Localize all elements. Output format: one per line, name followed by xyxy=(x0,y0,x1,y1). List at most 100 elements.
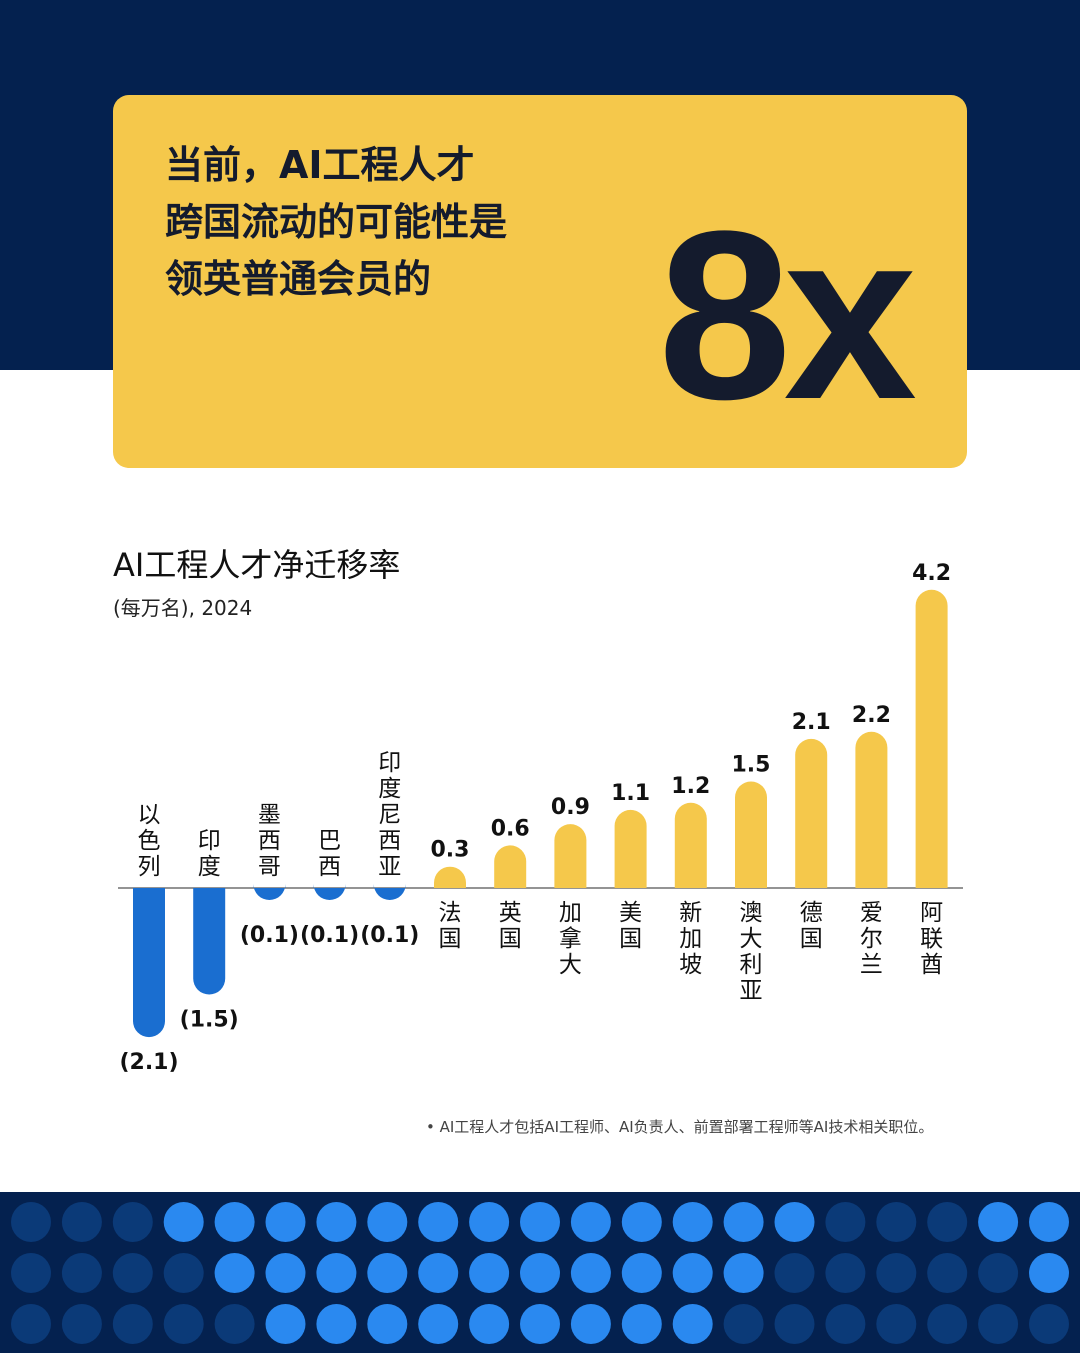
pattern-dot xyxy=(163,1253,204,1293)
dot-pattern xyxy=(0,1192,1080,1353)
bar xyxy=(313,884,346,900)
category-label: 阿 xyxy=(920,900,943,926)
value-label: 2.1 xyxy=(792,710,831,735)
category-label: 德 xyxy=(800,900,823,926)
category-label: 度 xyxy=(198,854,221,880)
pattern-dot xyxy=(1029,1253,1069,1293)
value-label: 2.2 xyxy=(852,703,891,728)
pattern-dot xyxy=(112,1202,153,1242)
bar xyxy=(614,809,647,888)
value-label: (0.1) xyxy=(240,923,299,948)
chart-subtitle: (每万名), 2024 xyxy=(113,596,253,620)
category-label: 新 xyxy=(679,900,702,926)
pattern-dot xyxy=(1029,1304,1069,1344)
headline-line: 跨国流动的可能性是 xyxy=(165,200,508,244)
pattern-dot xyxy=(61,1202,102,1242)
pattern-dot xyxy=(469,1304,510,1344)
pattern-dot xyxy=(927,1202,968,1242)
value-label: (2.1) xyxy=(119,1050,178,1075)
pattern-dot xyxy=(723,1304,764,1344)
pattern-dot xyxy=(367,1202,408,1242)
category-label: 拿 xyxy=(559,925,582,952)
value-label: 4.2 xyxy=(912,561,951,586)
category-label: 加 xyxy=(679,926,702,952)
category-label: 国 xyxy=(800,926,823,952)
value-label: (0.1) xyxy=(300,923,359,948)
pattern-dot xyxy=(621,1253,662,1293)
category-label: 尼 xyxy=(378,802,401,828)
category-label: 西 xyxy=(318,854,341,880)
category-label: 印 xyxy=(378,750,401,776)
category-label: 美 xyxy=(619,900,642,926)
pattern-dot xyxy=(774,1253,815,1293)
category-label: 国 xyxy=(619,926,642,952)
pattern-dot xyxy=(520,1304,560,1344)
bar xyxy=(554,824,587,888)
pattern-dot xyxy=(418,1202,459,1242)
pattern-dot xyxy=(163,1202,204,1242)
pattern-dot xyxy=(469,1253,510,1293)
pattern-dot xyxy=(672,1304,713,1344)
category-label: 墨 xyxy=(258,802,281,828)
pattern-dot xyxy=(112,1304,153,1344)
bar xyxy=(434,866,466,888)
category-label: 大 xyxy=(740,926,763,952)
pattern-dot xyxy=(723,1253,764,1293)
pattern-dot xyxy=(672,1202,713,1242)
value-label: (0.1) xyxy=(360,923,419,948)
pattern-dot xyxy=(367,1253,408,1293)
category-label: 大 xyxy=(559,952,582,978)
bar xyxy=(193,888,226,995)
category-label: 以 xyxy=(138,802,161,828)
pattern-dot xyxy=(978,1253,1019,1293)
pattern-dot xyxy=(774,1304,815,1344)
pattern-dot xyxy=(876,1202,917,1242)
pattern-dot xyxy=(978,1202,1019,1242)
category-label: 爱 xyxy=(860,900,883,926)
pattern-dot xyxy=(316,1253,357,1293)
pattern-dot xyxy=(723,1202,764,1242)
bar xyxy=(133,888,165,1038)
category-label: 法 xyxy=(439,900,462,926)
pattern-dot xyxy=(316,1202,357,1242)
pattern-dot xyxy=(978,1304,1019,1344)
pattern-dot xyxy=(621,1304,662,1344)
pattern-dot xyxy=(214,1253,255,1293)
pattern-dot xyxy=(418,1253,459,1293)
pattern-dot xyxy=(265,1253,306,1293)
category-label: 兰 xyxy=(860,952,883,978)
pattern-dot xyxy=(570,1253,611,1293)
category-label: 坡 xyxy=(679,952,702,978)
category-label: 西 xyxy=(378,828,401,854)
pattern-dot xyxy=(774,1202,815,1242)
pattern-dot xyxy=(570,1304,611,1344)
category-label: 联 xyxy=(920,926,943,952)
value-label: 0.6 xyxy=(491,816,530,841)
category-label: 国 xyxy=(499,926,522,952)
pattern-dot xyxy=(520,1202,560,1242)
pattern-dot xyxy=(927,1304,968,1344)
bar xyxy=(373,884,406,900)
pattern-dot xyxy=(11,1253,51,1293)
pattern-dot xyxy=(825,1304,866,1344)
pattern-dot xyxy=(265,1304,306,1344)
value-label: 1.5 xyxy=(732,753,771,778)
category-label: 国 xyxy=(439,926,462,952)
pattern-dot xyxy=(265,1202,306,1242)
category-label: 尔 xyxy=(860,926,883,952)
pattern-dot xyxy=(61,1304,102,1344)
category-label: 度 xyxy=(378,776,401,802)
category-label: 酋 xyxy=(920,952,943,978)
pattern-dot xyxy=(214,1202,255,1242)
category-label: 列 xyxy=(138,854,161,880)
bar xyxy=(735,781,767,888)
headline-line: 当前，AI工程人才 xyxy=(165,143,475,187)
category-label: 亚 xyxy=(378,854,401,880)
category-label: 哥 xyxy=(258,854,281,880)
category-label: 利 xyxy=(740,952,763,978)
pattern-dot xyxy=(570,1202,611,1242)
headline-line: 领英普通会员的 xyxy=(165,257,432,301)
bar-chart: (2.1)以色列(1.5)印度(0.1)墨西哥(0.1)巴西(0.1)印度尼西亚… xyxy=(118,561,963,1075)
pattern-dot xyxy=(927,1253,968,1293)
pattern-dot xyxy=(520,1253,560,1293)
